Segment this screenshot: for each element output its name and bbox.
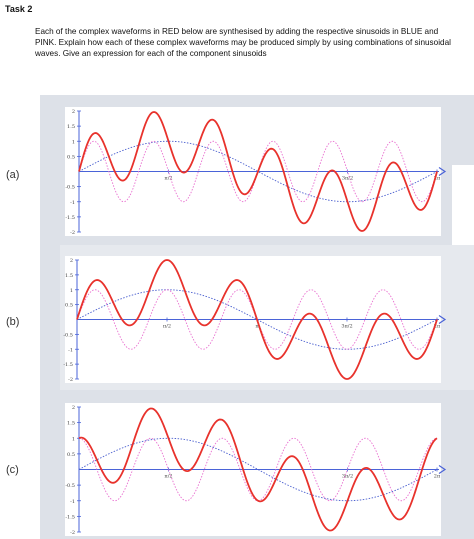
- waveform-plot-a: 2 1.5 1 0.5 -0.5 -1 -1.5 -2 π/2 3π/2 2π: [65, 107, 447, 236]
- x-tick-label: π/2: [164, 176, 172, 182]
- x-tick-label: 2π: [434, 176, 441, 182]
- x-tick-label: π/2: [164, 474, 172, 480]
- y-tick-label: -0.5: [65, 483, 75, 489]
- y-tick-label: 0.5: [67, 154, 75, 160]
- x-tick-label: 2π: [434, 474, 441, 480]
- waveform-plot-c: 2 1.5 1 0.5 -0.5 -1 -1.5 -2 π/2 3π/2 2π: [65, 403, 447, 536]
- waveform-plot-b: 2 1.5 1 0.5 -0.5 -1 -1.5 -2 π/2 π 3π/2 2π: [63, 256, 447, 383]
- waveform-chart-b: 2 1.5 1 0.5 -0.5 -1 -1.5 -2 π/2 π 3π/2 2π: [63, 258, 447, 383]
- x-axis-arrow: [438, 465, 447, 474]
- y-tick-label: -2: [68, 377, 73, 383]
- pink-waveform: [78, 140, 438, 203]
- y-tick-label: 2: [72, 109, 75, 115]
- y-tick-label: -1: [68, 347, 73, 353]
- task-instructions: Each of the complex waveforms in RED bel…: [35, 27, 451, 58]
- y-tick-label: 2: [72, 405, 75, 411]
- y-tick-label: 1.5: [65, 273, 73, 279]
- y-tick-label: -2: [70, 530, 75, 536]
- y-tick-label: -2: [70, 230, 75, 236]
- y-tick-label: -1.5: [65, 514, 75, 520]
- y-tick-label: 1: [72, 436, 75, 442]
- y-tick-label: 0.5: [65, 303, 73, 309]
- panel-label-c: (c): [6, 464, 19, 476]
- x-tick-label: 3π/2: [342, 176, 353, 182]
- waveform-chart-c: 2 1.5 1 0.5 -0.5 -1 -1.5 -2 π/2 3π/2 2π: [65, 405, 447, 536]
- red-waveform: [78, 111, 438, 232]
- y-tick-label: 1.5: [67, 421, 75, 427]
- y-tick-label: 2: [70, 258, 73, 264]
- y-tick-label: 0.5: [67, 452, 75, 458]
- x-tick-label: π: [255, 324, 259, 330]
- waveform-chart-a: 2 1.5 1 0.5 -0.5 -1 -1.5 -2 π/2 3π/2 2π: [65, 109, 447, 236]
- x-tick-label: 3π/2: [341, 324, 352, 330]
- y-tick-label: 1.5: [67, 124, 75, 130]
- y-tick-label: -1.5: [65, 215, 75, 221]
- y-tick-label: -1: [70, 499, 75, 505]
- x-tick-label: 2π: [434, 324, 441, 330]
- x-tick-label: 3π/2: [342, 474, 353, 480]
- panel-label-a: (a): [6, 169, 20, 181]
- x-axis-arrow: [438, 167, 447, 176]
- y-tick-label: -0.5: [63, 332, 73, 338]
- y-tick-label: -1: [70, 200, 75, 206]
- panel-label-b: (b): [6, 316, 20, 328]
- y-tick-label: -0.5: [65, 185, 75, 191]
- y-tick-label: 1: [70, 288, 73, 294]
- y-tick-label: -1.5: [63, 362, 73, 368]
- x-tick-label: π/2: [163, 324, 171, 330]
- y-tick-label: 1: [72, 139, 75, 145]
- red-waveform: [78, 407, 438, 532]
- pink-waveform: [76, 289, 438, 350]
- red-waveform: [76, 259, 438, 380]
- task-title: Task 2: [5, 4, 33, 14]
- x-axis-arrow: [438, 315, 447, 324]
